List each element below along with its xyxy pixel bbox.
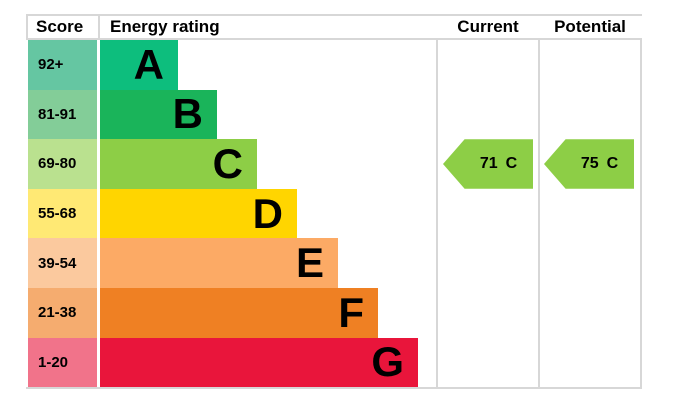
epc-table: Score Energy rating Current Potential 92… — [26, 14, 642, 389]
column-divider-energy-current — [436, 16, 438, 387]
band-score-cell: 21-38 — [28, 287, 97, 338]
current-rating-value: 71 — [479, 154, 498, 172]
band-row-f: 21-38 F — [26, 287, 642, 338]
current-rating-arrow: 71 C — [443, 139, 533, 189]
band-letter: F — [338, 288, 364, 336]
current-rating-band-letter: C — [505, 154, 518, 172]
potential-column-header: Potential — [554, 17, 626, 36]
band-letter: D — [252, 189, 283, 237]
band-bar: D — [100, 188, 297, 239]
band-letter: G — [371, 338, 404, 386]
potential-rating-arrow: 75 C — [544, 139, 634, 189]
table-right-border — [640, 16, 642, 387]
score-column-header: Score — [36, 17, 84, 36]
header-left-border — [26, 16, 28, 38]
band-letter: A — [133, 40, 164, 88]
band-score-cell: 81-91 — [28, 89, 97, 140]
band-letter: B — [172, 90, 203, 138]
current-column-header: Current — [457, 17, 519, 36]
energy-rating-column-header: Energy rating — [110, 17, 220, 36]
potential-rating-value: 75 — [580, 154, 599, 172]
band-score-label: 21-38 — [38, 304, 77, 322]
band-score-cell: 1-20 — [28, 337, 97, 388]
header-row: Score Energy rating Current Potential — [26, 16, 642, 40]
band-row-a: 92+ A — [26, 40, 642, 90]
band-rows: 92+ A 81-91 B 69-80 C 55-68 D 39-54 E 21… — [26, 40, 642, 388]
potential-rating-band-letter: C — [606, 154, 619, 172]
band-score-label: 1-20 — [38, 353, 69, 371]
band-score-cell: 92+ — [28, 40, 97, 90]
band-letter: C — [212, 139, 243, 187]
band-bar: G — [100, 337, 418, 388]
band-score-label: 69-80 — [38, 155, 77, 173]
band-score-cell: 55-68 — [28, 188, 97, 239]
band-row-d: 55-68 D — [26, 188, 642, 239]
band-score-label: 55-68 — [38, 205, 77, 223]
column-divider-current-potential — [538, 16, 540, 387]
band-letter: E — [295, 239, 324, 287]
band-score-label: 39-54 — [38, 254, 77, 272]
band-row-e: 39-54 E — [26, 238, 642, 288]
band-score-label: 92+ — [38, 56, 64, 74]
band-score-label: 81-91 — [38, 105, 77, 123]
band-bar: B — [100, 89, 217, 140]
band-bar: E — [100, 238, 338, 288]
band-score-cell: 39-54 — [28, 238, 97, 288]
band-row-c: 69-80 C — [26, 139, 642, 189]
band-row-b: 81-91 B — [26, 89, 642, 140]
band-bar: C — [100, 139, 257, 189]
band-row-g: 1-20 G — [26, 337, 642, 388]
band-score-cell: 69-80 — [28, 139, 97, 189]
band-bar: F — [100, 287, 378, 338]
band-bar: A — [100, 40, 178, 90]
column-divider-score-energy — [98, 16, 100, 38]
